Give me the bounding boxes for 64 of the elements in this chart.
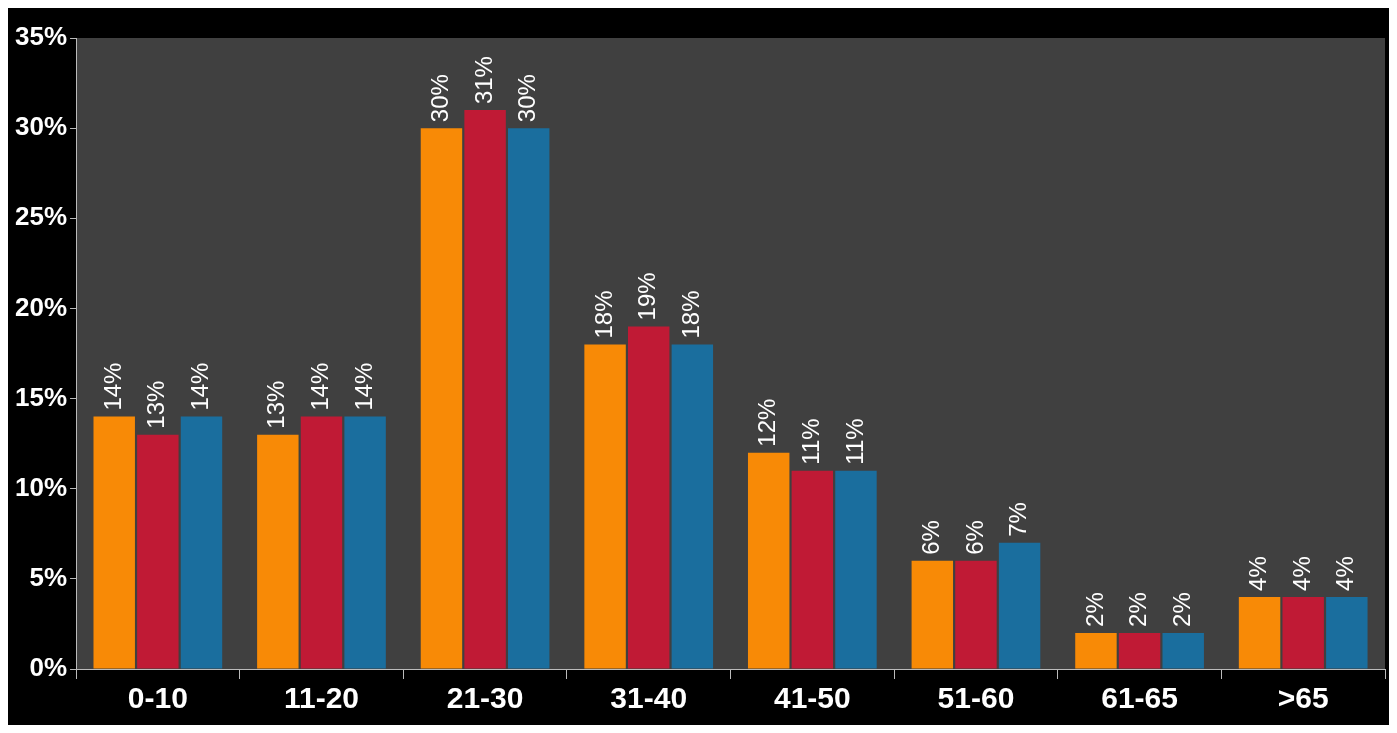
bar bbox=[998, 542, 1041, 669]
data-label: 2% bbox=[1080, 592, 1108, 627]
data-label: 19% bbox=[633, 272, 661, 321]
y-tick-label: 0% bbox=[29, 652, 68, 683]
data-label: 6% bbox=[960, 520, 988, 555]
bar bbox=[671, 344, 714, 669]
bar bbox=[1326, 596, 1368, 669]
bar bbox=[344, 416, 386, 669]
bar bbox=[1238, 596, 1281, 669]
x-tick-label: >65 bbox=[1277, 681, 1329, 715]
bar bbox=[93, 416, 135, 669]
data-label: 11% bbox=[840, 418, 868, 465]
y-tick-label: 20% bbox=[14, 291, 68, 322]
bar bbox=[180, 416, 223, 669]
x-tick-label: 51-60 bbox=[937, 681, 1015, 715]
data-label: 30% bbox=[426, 74, 454, 123]
data-label: 30% bbox=[513, 74, 541, 123]
data-label: 2% bbox=[1167, 592, 1195, 627]
data-label: 4% bbox=[1244, 556, 1272, 591]
y-tick-label: 25% bbox=[14, 201, 68, 232]
x-tick-label: 0-10 bbox=[127, 681, 188, 715]
data-label: 14% bbox=[98, 362, 126, 411]
y-tick-label: 15% bbox=[14, 381, 68, 412]
y-tick-label: 5% bbox=[29, 562, 68, 593]
x-tick-label: 41-50 bbox=[773, 681, 851, 715]
bar bbox=[1118, 632, 1161, 669]
bar bbox=[1282, 596, 1324, 669]
bar bbox=[627, 326, 670, 669]
data-label: 4% bbox=[1287, 556, 1315, 591]
data-label: 2% bbox=[1124, 592, 1152, 627]
data-label: 14% bbox=[306, 362, 334, 411]
data-label: 14% bbox=[349, 362, 377, 411]
bar bbox=[955, 560, 997, 669]
bar bbox=[257, 434, 299, 669]
data-label: 14% bbox=[186, 362, 214, 411]
data-label: 6% bbox=[916, 520, 944, 555]
data-label: 18% bbox=[589, 290, 617, 339]
bar bbox=[584, 344, 626, 669]
bar bbox=[747, 452, 790, 669]
data-label: 12% bbox=[753, 398, 781, 447]
data-label: 18% bbox=[676, 290, 704, 339]
x-tick-label: 31-40 bbox=[610, 681, 688, 715]
bar bbox=[1075, 632, 1117, 669]
data-label: 31% bbox=[469, 56, 497, 105]
bar bbox=[464, 110, 506, 669]
bar bbox=[420, 128, 463, 669]
x-tick-label: 11-20 bbox=[283, 681, 360, 715]
y-tick-label: 35% bbox=[14, 21, 68, 52]
bar bbox=[137, 434, 179, 669]
x-tick-label: 21-30 bbox=[446, 681, 524, 715]
bar bbox=[911, 560, 954, 669]
y-tick-label: 30% bbox=[14, 111, 68, 142]
data-label: 13% bbox=[262, 380, 290, 429]
data-label: 7% bbox=[1004, 502, 1032, 537]
bar bbox=[300, 416, 343, 669]
bar bbox=[1162, 632, 1204, 669]
y-tick-label: 10% bbox=[14, 471, 68, 502]
x-tick-label: 61-65 bbox=[1101, 681, 1178, 715]
data-label: 13% bbox=[142, 380, 170, 429]
bar bbox=[835, 470, 877, 669]
data-label: 11% bbox=[796, 418, 824, 465]
data-label: 4% bbox=[1331, 556, 1359, 591]
bar bbox=[791, 470, 834, 669]
bar bbox=[508, 128, 550, 669]
